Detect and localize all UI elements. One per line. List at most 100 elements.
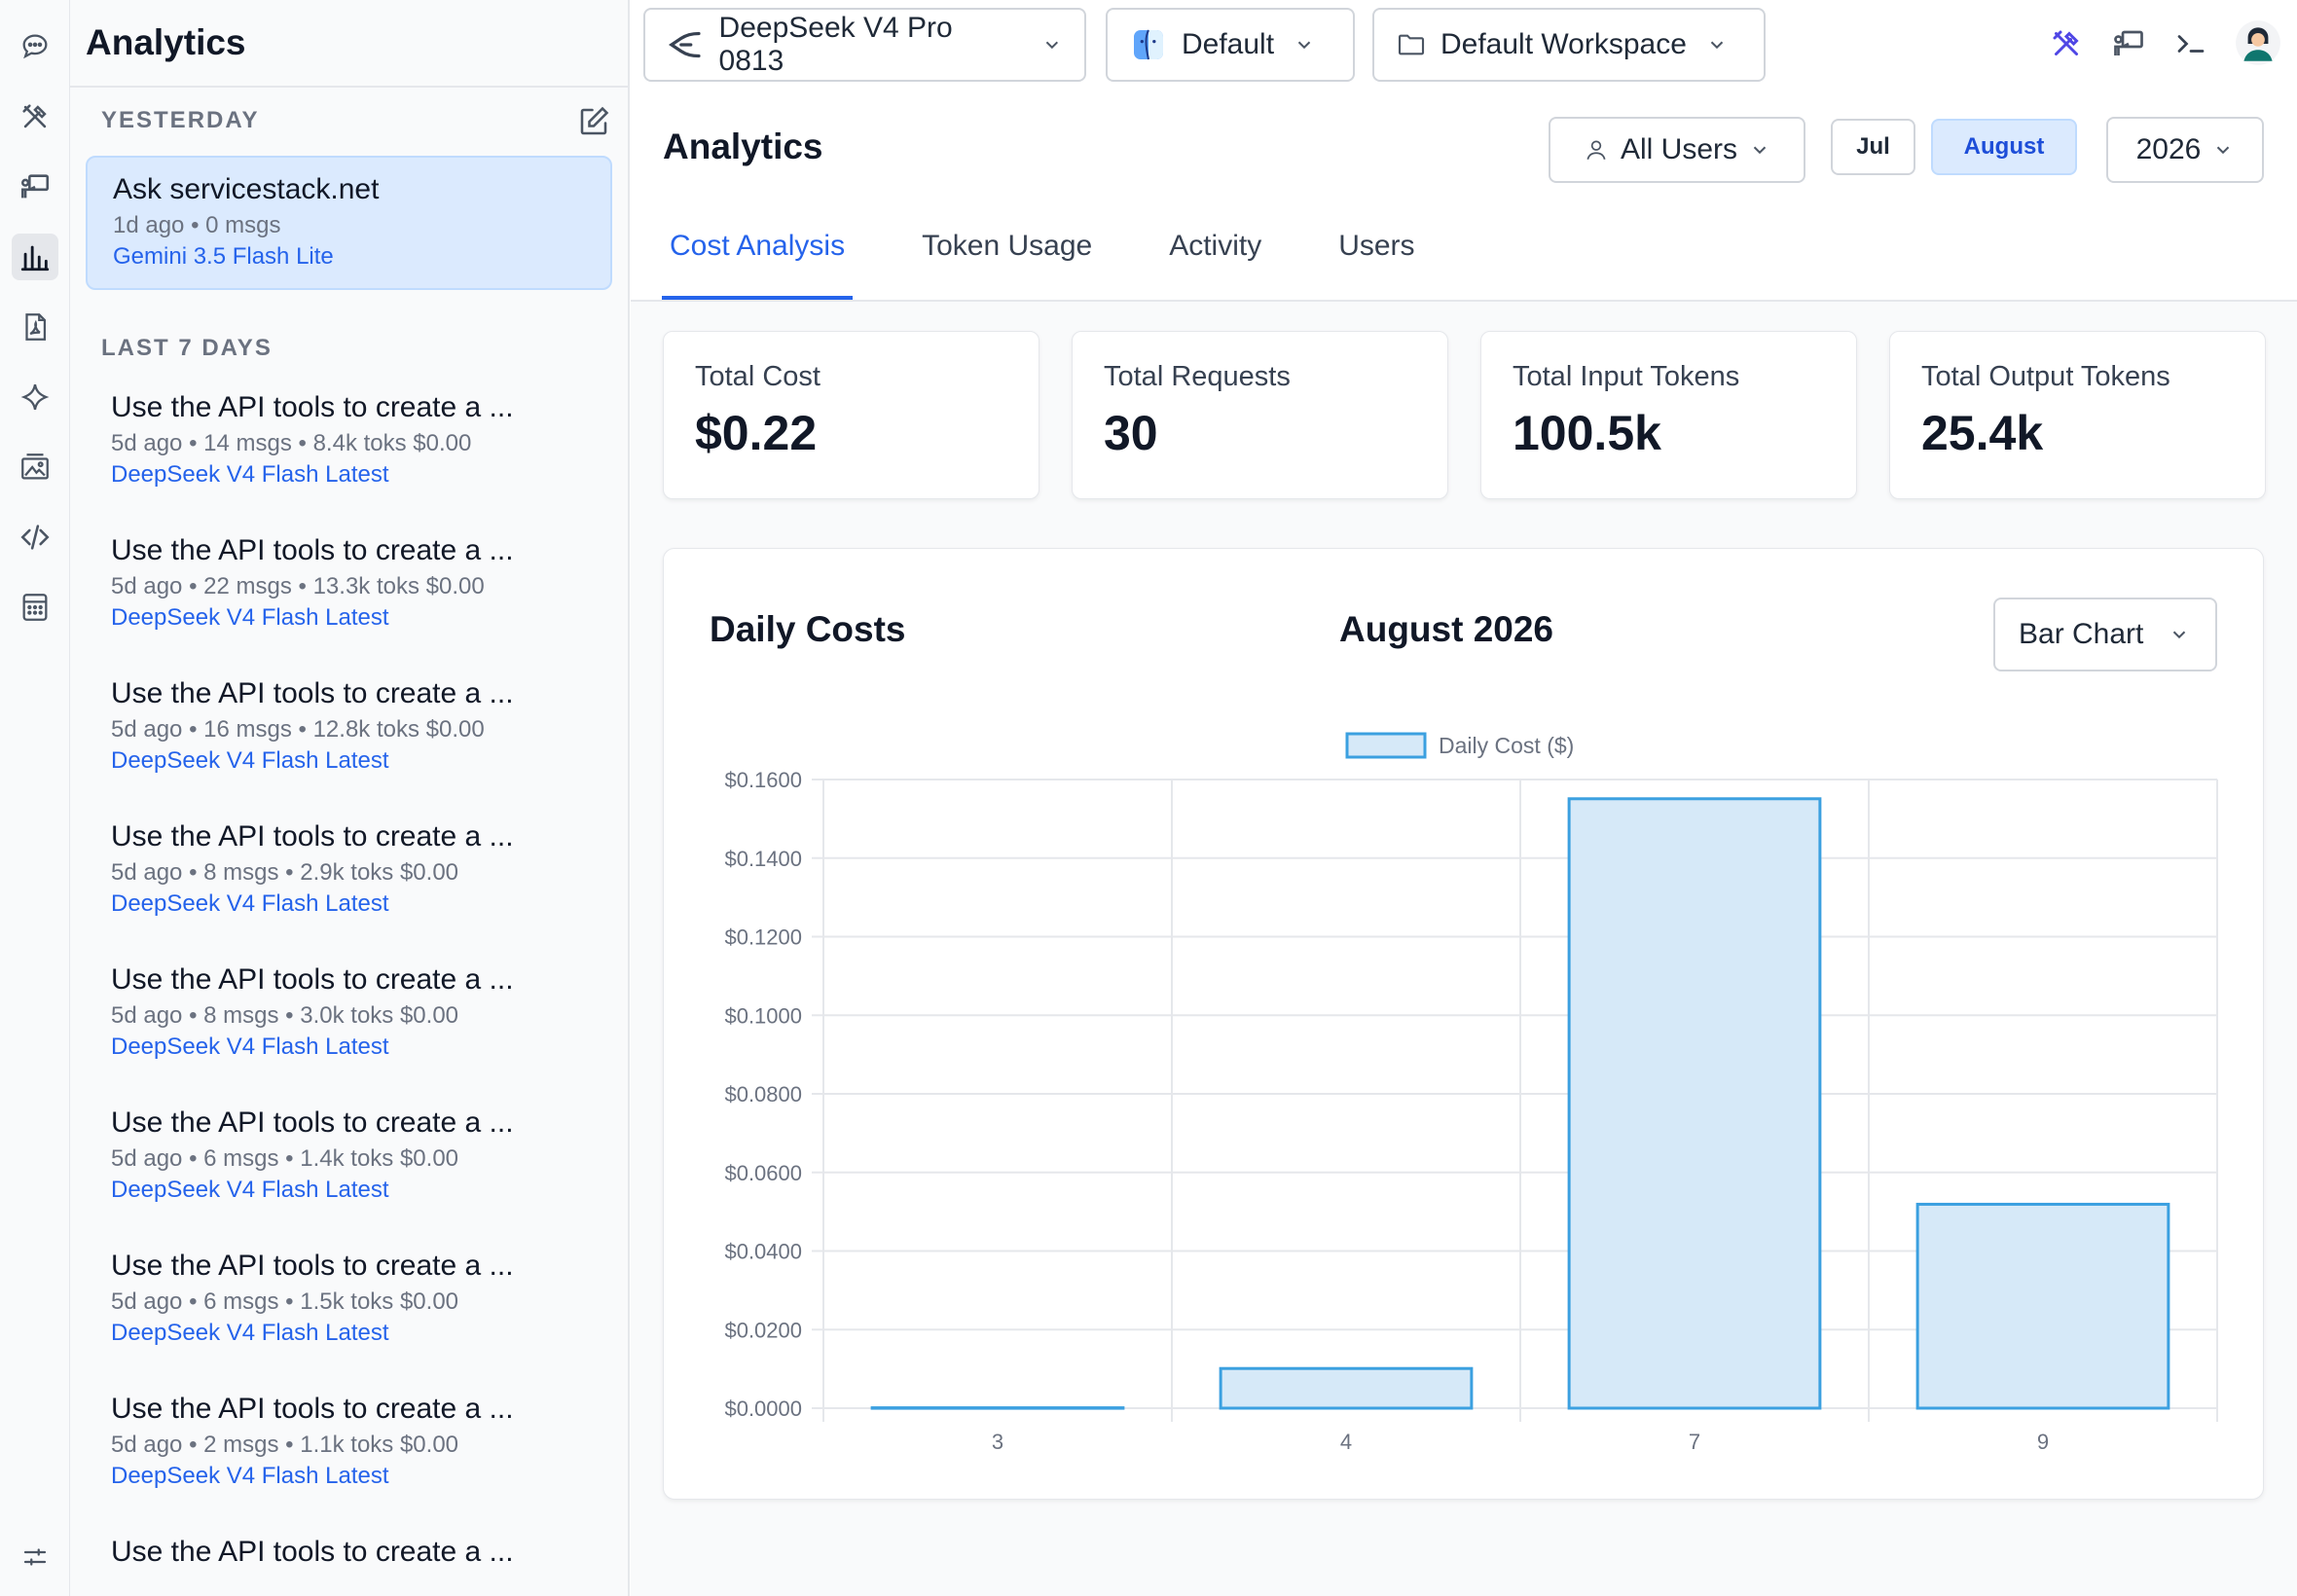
user-filter-label: All Users xyxy=(1620,133,1737,165)
prev-month-button[interactable]: Jul xyxy=(1831,119,1915,175)
bar-day-4 xyxy=(1219,1366,1474,1410)
icon-rail xyxy=(0,0,70,1596)
y-tick-label: $0.0000 xyxy=(724,1396,802,1421)
thread-meta: 5d ago • 8 msgs • 2.9k toks $0.00 xyxy=(111,859,459,886)
bar-day-3 xyxy=(870,1406,1125,1410)
tab-cost-analysis[interactable]: Cost Analysis xyxy=(662,230,854,300)
prev-month-label: Jul xyxy=(1856,133,1890,160)
profile-selector[interactable]: Default xyxy=(1106,8,1355,82)
thread-title: Use the API tools to create a ... xyxy=(111,677,514,709)
chart-title: Daily Costs xyxy=(710,609,906,649)
tab-users[interactable]: Users xyxy=(1338,230,1415,262)
stat-value: $0.22 xyxy=(695,406,818,460)
year-label: 2026 xyxy=(2135,133,2202,165)
thread-item[interactable]: Use the API tools to create a ... 5d ago… xyxy=(86,664,612,807)
daily-costs-chart: $0.1600 $0.1400 $0.1200 $0.1000 $0.0800 $0.06… xyxy=(724,732,2218,1454)
thread-item[interactable]: Use the API tools to create a ... xyxy=(86,1522,612,1596)
sparkle-icon[interactable] xyxy=(12,374,58,420)
stat-card-total-output-tokens: Total Output Tokens 25.4k xyxy=(1889,331,2266,499)
group-label: LAST 7 DAYS xyxy=(101,335,273,361)
chevron-down-icon xyxy=(1297,41,1311,50)
thread-item[interactable]: Use the API tools to create a ... 5d ago… xyxy=(86,1236,612,1379)
pdf-icon[interactable] xyxy=(12,304,58,350)
thread-item[interactable]: Use the API tools to create a ... 5d ago… xyxy=(86,521,612,664)
stat-value: 100.5k xyxy=(1513,406,1661,460)
chevron-down-icon xyxy=(2172,631,2186,639)
y-tick-label: $0.1600 xyxy=(724,768,802,792)
calculator-icon[interactable] xyxy=(12,584,58,631)
y-tick-label: $0.0200 xyxy=(724,1318,802,1342)
tab-activity[interactable]: Activity xyxy=(1169,230,1262,262)
analytics-icon[interactable] xyxy=(12,234,58,280)
settings-sliders-icon[interactable] xyxy=(16,1538,55,1577)
stat-card-total-requests: Total Requests 30 xyxy=(1072,331,1448,499)
thread-model: DeepSeek V4 Flash Latest xyxy=(111,604,389,631)
month-label: August xyxy=(1963,133,2045,160)
month-button[interactable]: August xyxy=(1931,119,2077,175)
thread-title: Use the API tools to create a ... xyxy=(111,820,514,852)
thread-item[interactable]: Use the API tools to create a ... 5d ago… xyxy=(86,950,612,1093)
folder-icon xyxy=(1398,34,1425,55)
chevron-down-icon xyxy=(2217,146,2230,155)
thread-meta: 5d ago • 14 msgs • 8.4k toks $0.00 xyxy=(111,430,472,456)
stat-label: Total Cost xyxy=(695,361,820,392)
sidebar-title: Analytics xyxy=(86,22,246,62)
thread-title: Use the API tools to create a ... xyxy=(111,1106,514,1139)
y-tick-label: $0.0600 xyxy=(724,1161,802,1185)
presentation-icon[interactable] xyxy=(12,163,58,210)
thread-model: DeepSeek V4 Flash Latest xyxy=(111,1034,389,1060)
thread-item[interactable]: Use the API tools to create a ... 5d ago… xyxy=(86,378,612,521)
y-tick-label: $0.0400 xyxy=(724,1240,802,1264)
tab-token-usage[interactable]: Token Usage xyxy=(922,230,1093,262)
group-last-7-days: LAST 7 DAYS xyxy=(70,290,628,378)
terminal-icon[interactable] xyxy=(2169,21,2213,66)
thread-meta: 5d ago • 8 msgs • 3.0k toks $0.00 xyxy=(111,1002,459,1029)
profile-selector-label: Default xyxy=(1182,28,1275,60)
y-tick-label: $0.1200 xyxy=(724,925,802,950)
stat-value: 25.4k xyxy=(1921,406,2044,460)
tools-icon[interactable] xyxy=(12,93,58,140)
chevron-down-icon xyxy=(1045,41,1059,50)
thread-model: DeepSeek V4 Flash Latest xyxy=(111,1320,389,1346)
avatar[interactable] xyxy=(2231,16,2285,70)
tools-icon[interactable] xyxy=(2044,21,2089,66)
stat-label: Total Input Tokens xyxy=(1513,361,1740,392)
chat-icon[interactable] xyxy=(12,23,58,70)
x-tick-label: 7 xyxy=(1689,1430,1700,1454)
new-chat-icon[interactable] xyxy=(573,101,614,142)
stat-card-total-cost: Total Cost $0.22 xyxy=(663,331,1039,499)
analytics-header: Analytics All Users Jul August 2026 Cost… xyxy=(631,88,2297,302)
group-label: YESTERDAY xyxy=(101,107,260,133)
year-dropdown[interactable]: 2026 xyxy=(2106,117,2264,183)
thread-item[interactable]: Use the API tools to create a ... 5d ago… xyxy=(86,807,612,950)
model-selector[interactable]: DeepSeek V4 Pro 0813 xyxy=(643,8,1086,82)
user-filter-dropdown[interactable]: All Users xyxy=(1549,117,1805,183)
thread-title: Use the API tools to create a ... xyxy=(111,1250,514,1282)
thread-title: Ask servicestack.net xyxy=(113,173,380,205)
chevron-down-icon xyxy=(1753,146,1767,155)
chart-type-label: Bar Chart xyxy=(2019,618,2144,650)
thread-item[interactable]: Use the API tools to create a ... 5d ago… xyxy=(86,1379,612,1522)
thread-item[interactable]: Use the API tools to create a ... 5d ago… xyxy=(86,1093,612,1236)
bar-day-9 xyxy=(1915,1202,2170,1410)
chart-type-dropdown[interactable]: Bar Chart xyxy=(1993,598,2217,671)
x-tick-label: 3 xyxy=(992,1430,1003,1454)
stat-value: 30 xyxy=(1104,406,1158,460)
code-icon[interactable] xyxy=(12,514,58,561)
thread-meta: 5d ago • 22 msgs • 13.3k toks $0.00 xyxy=(111,573,485,599)
image-gallery-icon[interactable] xyxy=(12,444,58,490)
thread-meta: 5d ago • 6 msgs • 1.4k toks $0.00 xyxy=(111,1145,459,1172)
group-yesterday: YESTERDAY xyxy=(70,88,628,146)
thread-model: DeepSeek V4 Flash Latest xyxy=(111,1177,389,1203)
stat-card-total-input-tokens: Total Input Tokens 100.5k xyxy=(1480,331,1857,499)
thread-model: Gemini 3.5 Flash Lite xyxy=(113,243,334,270)
thread-meta: 5d ago • 2 msgs • 1.1k toks $0.00 xyxy=(111,1432,459,1458)
thread-item-selected[interactable]: Ask servicestack.net 1d ago • 0 msgs Gem… xyxy=(86,156,612,290)
workspace-selector[interactable]: Default Workspace xyxy=(1372,8,1766,82)
thread-model: DeepSeek V4 Flash Latest xyxy=(111,747,389,774)
y-tick-label: $0.1400 xyxy=(724,847,802,871)
stat-label: Total Requests xyxy=(1104,361,1291,392)
stat-label: Total Output Tokens xyxy=(1921,361,2170,392)
x-tick-label: 4 xyxy=(1340,1430,1352,1454)
presentation-icon[interactable] xyxy=(2106,21,2151,66)
